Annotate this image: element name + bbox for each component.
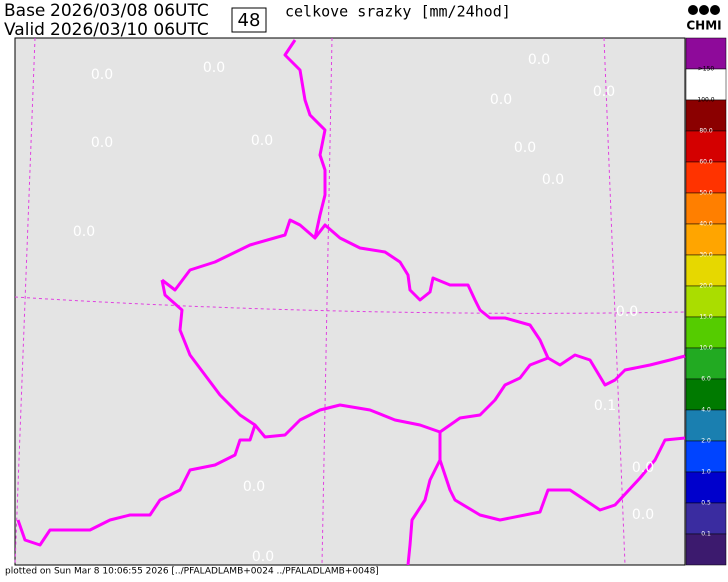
- map-value: 0.0: [91, 67, 113, 83]
- legend-swatch: [685, 254, 727, 287]
- legend-swatch: [685, 316, 727, 349]
- legend-swatch: [685, 533, 727, 566]
- legend-label: 60.0: [699, 159, 713, 166]
- legend-label: 15.0: [699, 314, 713, 321]
- grid: [14, 37, 686, 566]
- legend-label: 20.0: [699, 283, 713, 290]
- footer: plotted on Sun Mar 8 10:06:55 2026 [../P…: [5, 567, 379, 577]
- legend-label: 100.0: [697, 97, 714, 104]
- legend-label: 40.0: [699, 221, 713, 228]
- legend-label: 0.1: [701, 531, 711, 538]
- legend-label: 1.0: [701, 469, 711, 476]
- map-value: 0.0: [514, 140, 536, 156]
- map-frame: [14, 37, 686, 566]
- map-value: 0.0: [542, 172, 564, 188]
- legend-label: 6.0: [701, 376, 711, 383]
- logo-text: CHMI: [686, 19, 721, 33]
- legend-swatch: [685, 99, 727, 132]
- map-value: 0.0: [252, 549, 274, 565]
- legend-label: 80.0: [699, 128, 713, 135]
- lead: 48: [238, 10, 261, 31]
- legend-swatch: [685, 285, 727, 318]
- legend-swatch: [685, 347, 727, 380]
- map-value: 0.0: [593, 84, 615, 100]
- legend-swatch: [685, 223, 727, 256]
- valid-time: 2026/03/10 06UTC: [50, 20, 209, 40]
- base-label: Base: [4, 1, 45, 21]
- title: celkove srazky [mm/24hod]: [285, 3, 511, 21]
- legend-label: 4.0: [701, 407, 711, 414]
- map-value: 0.0: [73, 224, 95, 240]
- legend-swatch: [685, 440, 727, 473]
- map-value: 0.0: [251, 133, 273, 149]
- map-value: 0.0: [203, 60, 225, 76]
- map-value: 0.1: [594, 398, 616, 414]
- map-value: 0.0: [490, 92, 512, 108]
- legend-label: 30.0: [699, 252, 713, 259]
- legend-swatch: [685, 471, 727, 504]
- map-value: 0.0: [616, 304, 638, 320]
- legend-swatch: [685, 130, 727, 163]
- legend-label: 10.0: [699, 345, 713, 352]
- map-value: 0.0: [632, 460, 654, 476]
- borders: [16, 39, 686, 566]
- valid-label: Valid: [4, 20, 45, 40]
- map-value: 0.0: [91, 135, 113, 151]
- legend-label: 0.5: [701, 500, 711, 507]
- legend-label: >150: [698, 66, 715, 73]
- legend-swatch: [685, 409, 727, 442]
- legend-swatch: [685, 161, 727, 194]
- legend-swatch: [685, 378, 727, 411]
- logo: CHMI: [686, 5, 722, 33]
- lead-box: [231, 7, 267, 33]
- map-value: 0.0: [528, 52, 550, 68]
- legend-swatch: [685, 192, 727, 225]
- legend-label: 50.0: [699, 190, 713, 197]
- legend-swatch: [685, 502, 727, 535]
- base-time: 2026/03/08 06UTC: [50, 1, 209, 21]
- map-value: 0.0: [243, 479, 265, 495]
- legend-swatch: [685, 68, 727, 101]
- legend-label: 2.0: [701, 438, 711, 445]
- legend-swatch: [685, 37, 727, 70]
- map-value: 0.0: [632, 507, 654, 523]
